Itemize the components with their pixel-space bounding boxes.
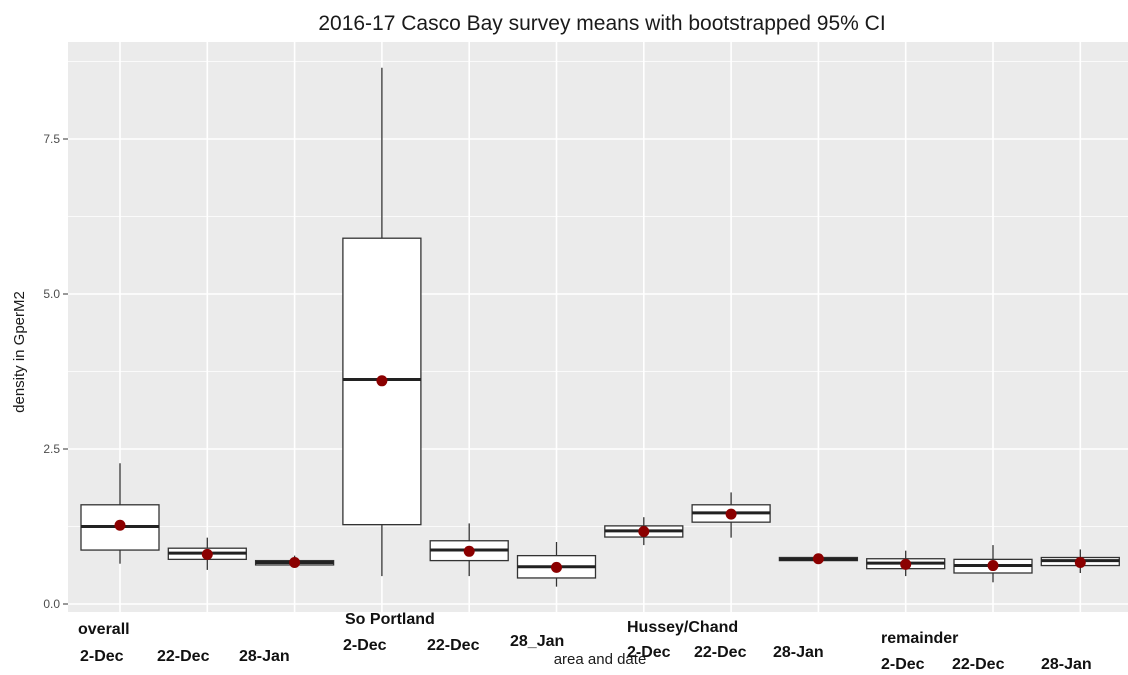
box-item: [429, 523, 509, 577]
date-label: 22-Dec: [952, 656, 1005, 673]
group-label: So Portland: [345, 611, 435, 628]
group-label: remainder: [881, 630, 958, 647]
date-label: 28_Jan: [510, 633, 564, 650]
mean-point: [289, 556, 301, 568]
box-item: [342, 67, 422, 577]
box-series: [80, 67, 1120, 587]
box-item: [80, 463, 160, 564]
group-label: Hussey/Chand: [627, 619, 738, 636]
box-item: [254, 555, 335, 568]
box-item: [953, 545, 1033, 583]
x-axis-label: area and date: [554, 651, 647, 668]
box-item: [516, 542, 597, 587]
y-tick-label: 5.0: [43, 287, 60, 301]
date-label: 22-Dec: [694, 644, 747, 661]
box-item: [866, 550, 946, 577]
y-tick-label: 0.0: [43, 597, 60, 611]
mean-point: [201, 548, 213, 560]
date-label: 22-Dec: [157, 648, 210, 665]
date-label: 2-Dec: [627, 644, 671, 661]
chart-title: 2016-17 Casco Bay survey means with boot…: [318, 12, 885, 35]
mean-point: [1074, 556, 1086, 568]
mean-point: [114, 519, 126, 531]
box-item: [1040, 549, 1120, 573]
mean-point: [900, 558, 912, 570]
date-label: 2-Dec: [80, 648, 124, 665]
date-label: 2-Dec: [343, 637, 387, 654]
date-label: 28-Jan: [1041, 656, 1092, 673]
y-axis-ticks: 0.0 2.5 5.0 7.5: [43, 132, 68, 611]
box-item: [778, 553, 859, 565]
mean-point: [725, 508, 737, 520]
mean-point: [376, 375, 388, 387]
date-label: 28-Jan: [773, 644, 824, 661]
date-label: 28-Jan: [239, 648, 290, 665]
box-item: [604, 517, 684, 546]
box-item: [167, 537, 247, 570]
y-tick-label: 7.5: [43, 132, 60, 146]
plot-panel: [68, 42, 1128, 612]
mean-point: [987, 560, 999, 572]
mean-point: [551, 561, 562, 573]
date-label: 2-Dec: [881, 656, 925, 673]
mean-point: [463, 545, 475, 557]
grid-lines: [68, 42, 1128, 612]
date-label: 22-Dec: [427, 637, 480, 654]
y-axis-label: density in GperM2: [11, 291, 28, 413]
group-labels: overall 2-Dec 22-Dec 28-Jan So Portland 2-Dec…: [78, 611, 1092, 673]
box-item: [691, 492, 771, 538]
group-label: overall: [78, 621, 130, 638]
mean-point: [812, 553, 824, 565]
mean-point: [638, 525, 650, 537]
y-tick-label: 2.5: [43, 442, 60, 456]
